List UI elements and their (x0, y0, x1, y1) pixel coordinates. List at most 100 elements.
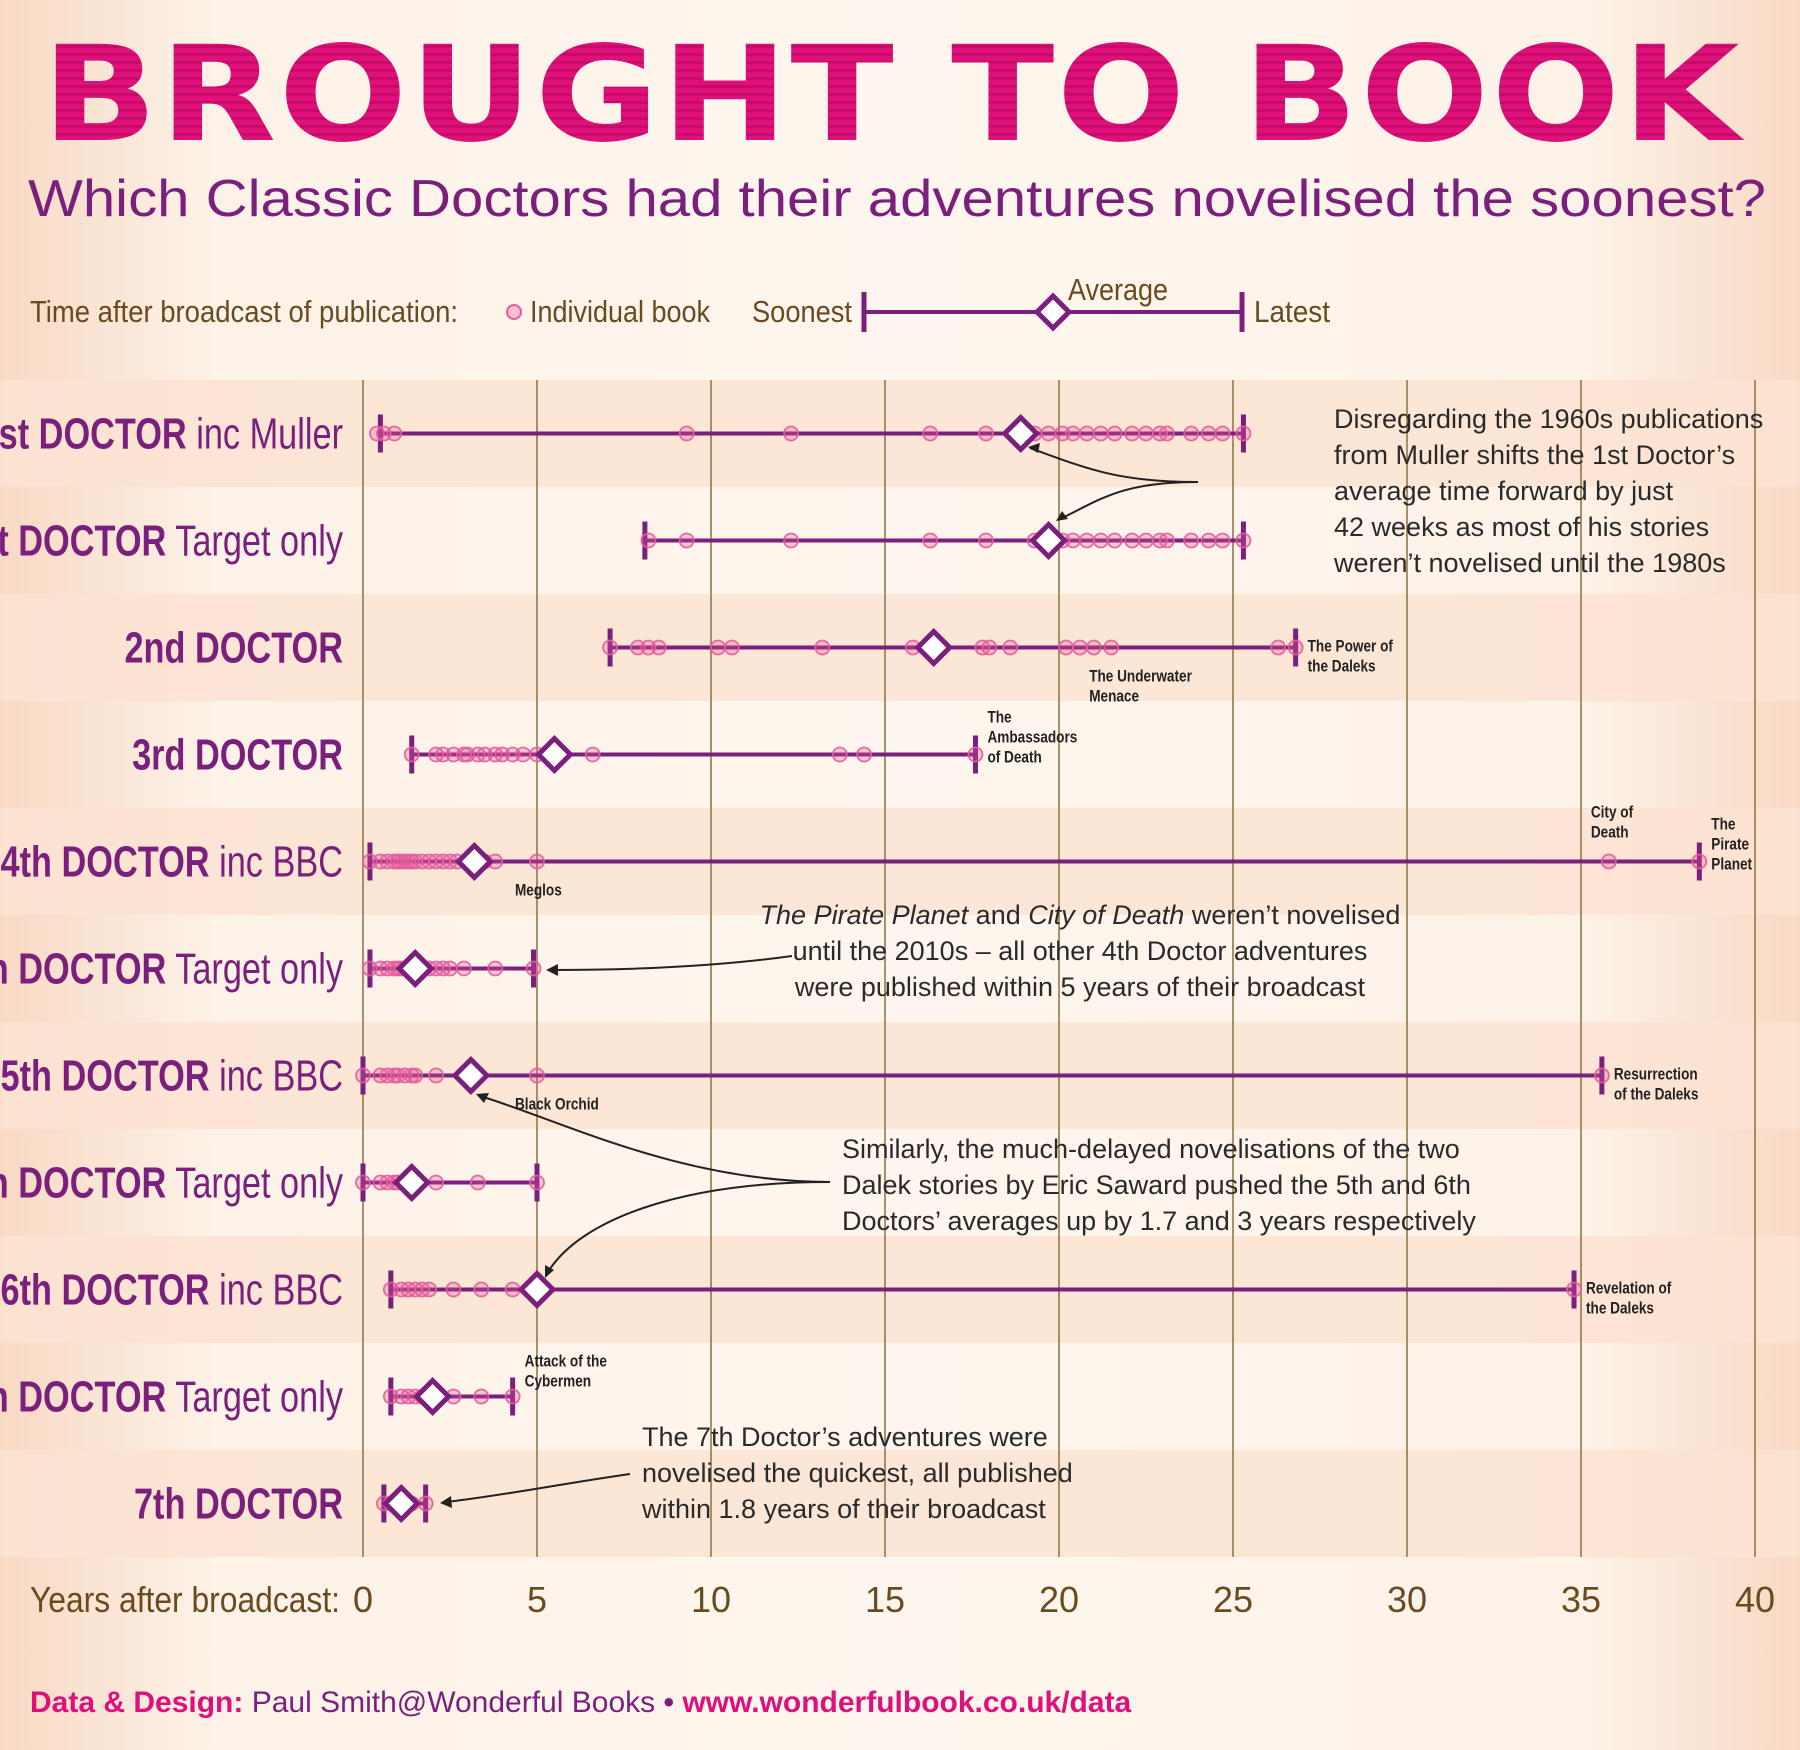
annotation-saward-line: Dalek stories by Eric Saward pushed the … (842, 1170, 1471, 1200)
doctor-row: 7th DOCTOR (134, 1479, 434, 1529)
book-point (529, 853, 545, 870)
annotation-muller-line: Disregarding the 1960s publications (1334, 404, 1763, 434)
average-marker (395, 948, 435, 989)
average-marker (392, 1162, 432, 1203)
average-marker (413, 1376, 453, 1417)
row-label-detail: Target only (166, 1372, 343, 1421)
book-point (1078, 532, 1095, 549)
legend-dot-icon (506, 304, 522, 320)
book-point (678, 532, 695, 549)
doctor-row: 1st DOCTOR Target only (0, 516, 1252, 566)
point-label-line: The Power of (1308, 637, 1394, 656)
point-label-line: of the Daleks (1614, 1085, 1699, 1104)
row-label-detail: inc BBC (210, 1051, 343, 1100)
book-point (640, 532, 657, 549)
average-marker (517, 1269, 557, 1310)
book-point (1183, 425, 1200, 442)
row-label-main: 2nd DOCTOR (124, 623, 343, 672)
doctor-row: 3rd DOCTOR The Ambassadors of Death (132, 708, 1077, 779)
book-point (1078, 425, 1095, 442)
legend-individual: Individual book (530, 294, 710, 329)
doctor-row: 6th DOCTOR Target only Attack of theCyber… (0, 1352, 607, 1421)
doctor-row: 2nd DOCTOR The Underwater Menace The Power … (124, 623, 1393, 705)
doctor-row: 5th DOCTOR Target only (0, 1158, 545, 1208)
annotation-seventh-line: within 1.8 years of their broadcast (641, 1494, 1046, 1524)
book-point (814, 639, 831, 656)
book-point (678, 425, 695, 442)
point-label-line: Planet (1711, 855, 1752, 874)
row-label: 4th DOCTOR inc BBC (1, 837, 343, 886)
row-label-main: 1st DOCTOR (0, 409, 187, 458)
point-label: Revelation of the Daleks (1586, 1279, 1672, 1318)
book-point (1124, 425, 1140, 442)
annotation-pirate-line: were published within 5 years of their b… (794, 972, 1366, 1002)
point-label: Black Orchid (515, 1095, 599, 1114)
arrowhead-icon (1056, 511, 1068, 521)
row-label-main: 5th DOCTOR (0, 1158, 166, 1207)
footer-url[interactable]: www.wonderfulbook.co.uk/data (681, 1686, 1131, 1719)
book-point (1566, 1281, 1582, 1298)
book-point (355, 1067, 371, 1084)
average-marker (914, 627, 954, 668)
annotation-saward: Similarly, the much-delayed novelisation… (476, 1093, 1478, 1278)
row-label-main: 5th DOCTOR (1, 1051, 210, 1100)
legend: Time after broadcast of publication: Ind… (30, 272, 1330, 332)
row-label-detail: Target only (166, 944, 343, 993)
row-label-main: 6th DOCTOR (1, 1265, 210, 1314)
page-title: BROUGHT TO BOOK (42, 18, 1745, 172)
legend-soonest: Soonest (752, 294, 852, 329)
book-point (469, 1174, 486, 1191)
arrowhead-icon (440, 1496, 452, 1508)
point-label: The Underwater Menace (1089, 667, 1192, 706)
footer-bullet: • (655, 1686, 682, 1719)
row-label: 1st DOCTOR Target only (0, 516, 343, 565)
legend-latest: Latest (1254, 294, 1330, 329)
book-point (856, 746, 873, 763)
arrowhead-icon (546, 964, 558, 976)
book-point (442, 960, 458, 977)
svg-text:The Pirate Planet and City of: The Pirate Planet and City of Death were… (760, 900, 1401, 930)
average-marker (454, 841, 494, 882)
book-point (1103, 639, 1120, 656)
average-marker (1001, 413, 1041, 454)
book-point (1158, 425, 1175, 442)
book-point (1071, 639, 1088, 656)
point-label: The Ambassadors of Death (987, 708, 1077, 767)
row-label: 5th DOCTOR inc BBC (1, 1051, 343, 1100)
book-point (1092, 425, 1109, 442)
point-label-line: Resurrection (1614, 1065, 1698, 1084)
annotation-muller: Disregarding the 1960s publications from… (1028, 404, 1763, 578)
annotation-seventh-line: novelised the quickest, all published (642, 1458, 1073, 1488)
book-point (650, 639, 667, 656)
book-point (456, 960, 472, 977)
doctor-row: 1st DOCTOR inc Muller (0, 409, 1252, 459)
book-point (1600, 853, 1617, 870)
book-point (529, 1067, 545, 1084)
x-axis-label: Years after broadcast: (30, 1579, 340, 1620)
book-point (1235, 532, 1252, 549)
doctor-row: 6th DOCTOR inc BBC Revelation of the Dalek… (1, 1265, 1673, 1317)
book-point (1085, 639, 1102, 656)
book-point (487, 960, 504, 977)
book-point (723, 639, 740, 656)
svg-text:Similarly, the much-delayed no: Similarly, the much-delayed novelisation… (842, 1134, 1478, 1236)
annotation-arrow (1029, 447, 1199, 483)
arrowhead-icon (476, 1093, 489, 1103)
book-point (1138, 425, 1154, 442)
footer-label: Data & Design: (30, 1686, 243, 1719)
book-point (1040, 425, 1057, 442)
footer: Data & Design: Paul Smith@Wonderful Book… (30, 1686, 1132, 1719)
book-point (1058, 639, 1074, 656)
book-point (1158, 532, 1175, 549)
legend-range-icon (861, 292, 1245, 332)
arrowhead-icon (1028, 443, 1040, 453)
book-point (1691, 853, 1708, 870)
legend-prefix: Time after broadcast of publication: (30, 294, 458, 329)
book-point (386, 425, 403, 442)
point-label-line: Ambassadors (987, 728, 1077, 747)
book-point (1270, 639, 1287, 656)
book-point (473, 1281, 490, 1298)
